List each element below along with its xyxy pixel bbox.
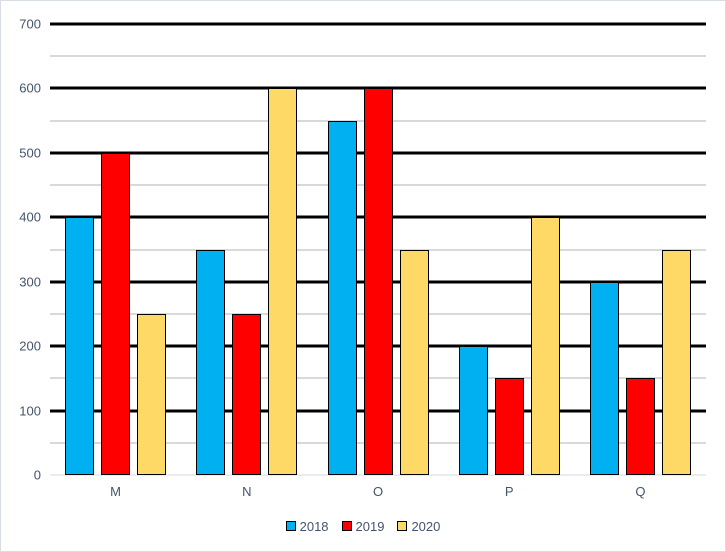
bar-2019-Q[interactable] [625, 378, 655, 475]
y-tick-label: 500 [19, 145, 41, 161]
y-axis: 0 100 200 300 400 500 600 700 [1, 18, 45, 482]
x-tick-label-Q: Q [635, 484, 646, 499]
bar-2018-N[interactable] [196, 249, 226, 475]
bar-2020-P[interactable] [530, 217, 560, 475]
bar-group-P [444, 24, 575, 475]
bar-2020-O[interactable] [399, 249, 429, 475]
bars-layer [50, 24, 706, 475]
y-tick-label: 300 [19, 274, 41, 290]
bar-group-Q [575, 24, 706, 475]
plot-area [50, 22, 706, 476]
legend-swatch-2020 [397, 521, 408, 531]
legend-label: 2018 [299, 518, 329, 534]
minor-gridline [50, 55, 706, 57]
bar-2018-M[interactable] [65, 217, 95, 475]
y-tick-label: 600 [19, 80, 41, 96]
bar-group-N [181, 24, 312, 475]
bar-group-M [50, 24, 181, 475]
bar-2019-M[interactable] [101, 152, 131, 475]
bar-2019-N[interactable] [232, 313, 262, 475]
legend-label: 2019 [355, 518, 385, 534]
legend-item-2018[interactable]: 2018 [285, 518, 329, 534]
bar-group-O [312, 24, 443, 475]
x-tick-label-M: M [110, 484, 122, 499]
legend-swatch-2018 [285, 521, 296, 531]
bar-2018-Q[interactable] [589, 281, 619, 475]
y-tick-label: 700 [19, 16, 41, 32]
bar-2020-M[interactable] [137, 313, 167, 475]
legend-item-2019[interactable]: 2019 [341, 518, 385, 534]
legend: 2018 2019 2020 [1, 515, 725, 537]
y-tick-label: 400 [19, 209, 41, 225]
x-axis-line [50, 474, 706, 476]
y-tick-label: 200 [19, 338, 41, 354]
legend-swatch-2019 [341, 521, 352, 531]
bar-2018-O[interactable] [327, 120, 357, 475]
legend-label: 2020 [411, 518, 441, 534]
bar-2018-P[interactable] [458, 346, 488, 475]
x-tick-label-O: O [372, 484, 384, 499]
major-gridline [50, 22, 706, 26]
x-tick-label-P: P [504, 484, 514, 499]
bar-2020-Q[interactable] [661, 249, 691, 475]
bar-2020-N[interactable] [268, 88, 298, 475]
bar-2019-O[interactable] [363, 88, 393, 475]
y-tick-label: 0 [33, 467, 41, 483]
x-axis: M N O P Q [50, 483, 706, 501]
x-tick-label-N: N [242, 484, 252, 499]
bar-2019-P[interactable] [494, 378, 524, 475]
y-tick-label: 100 [19, 403, 41, 419]
legend-item-2020[interactable]: 2020 [397, 520, 440, 533]
